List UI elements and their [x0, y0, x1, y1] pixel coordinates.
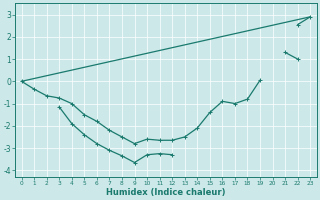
X-axis label: Humidex (Indice chaleur): Humidex (Indice chaleur) — [106, 188, 226, 197]
